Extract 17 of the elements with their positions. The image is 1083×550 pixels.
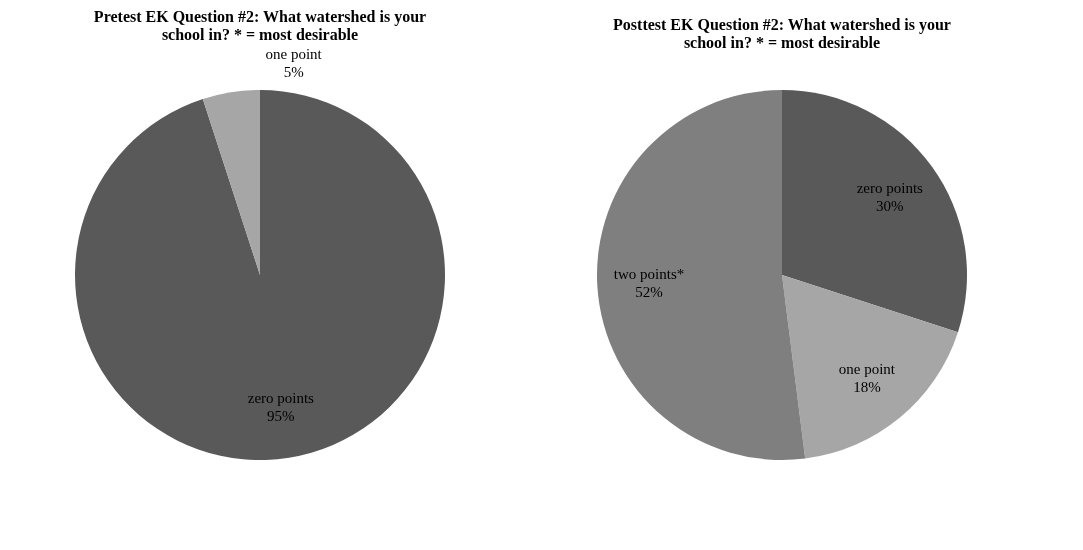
chart-title: Posttest EK Question #2: What watershed is your school in? * = most desirable [613,16,951,51]
data-label: 30% [876,197,904,214]
data-label: 5% [283,63,304,80]
pie-slice [782,275,958,459]
pie-slice [75,90,445,460]
pie-slice [782,90,967,333]
data-label: 52% [635,284,663,301]
data-label: 95% [267,407,295,424]
chart-title: Pretest EK Question #2: What watershed is your school in? * = most desirable [93,7,427,43]
pie-slice [202,90,260,275]
slice-label: two points* [613,266,685,283]
pie-slice [597,90,806,460]
slice-label: one point [265,45,323,62]
slice-label: zero points [856,179,924,196]
data-label: 18% [853,378,881,395]
slice-label: one point [838,360,896,377]
slice-label: zero points [247,389,315,406]
